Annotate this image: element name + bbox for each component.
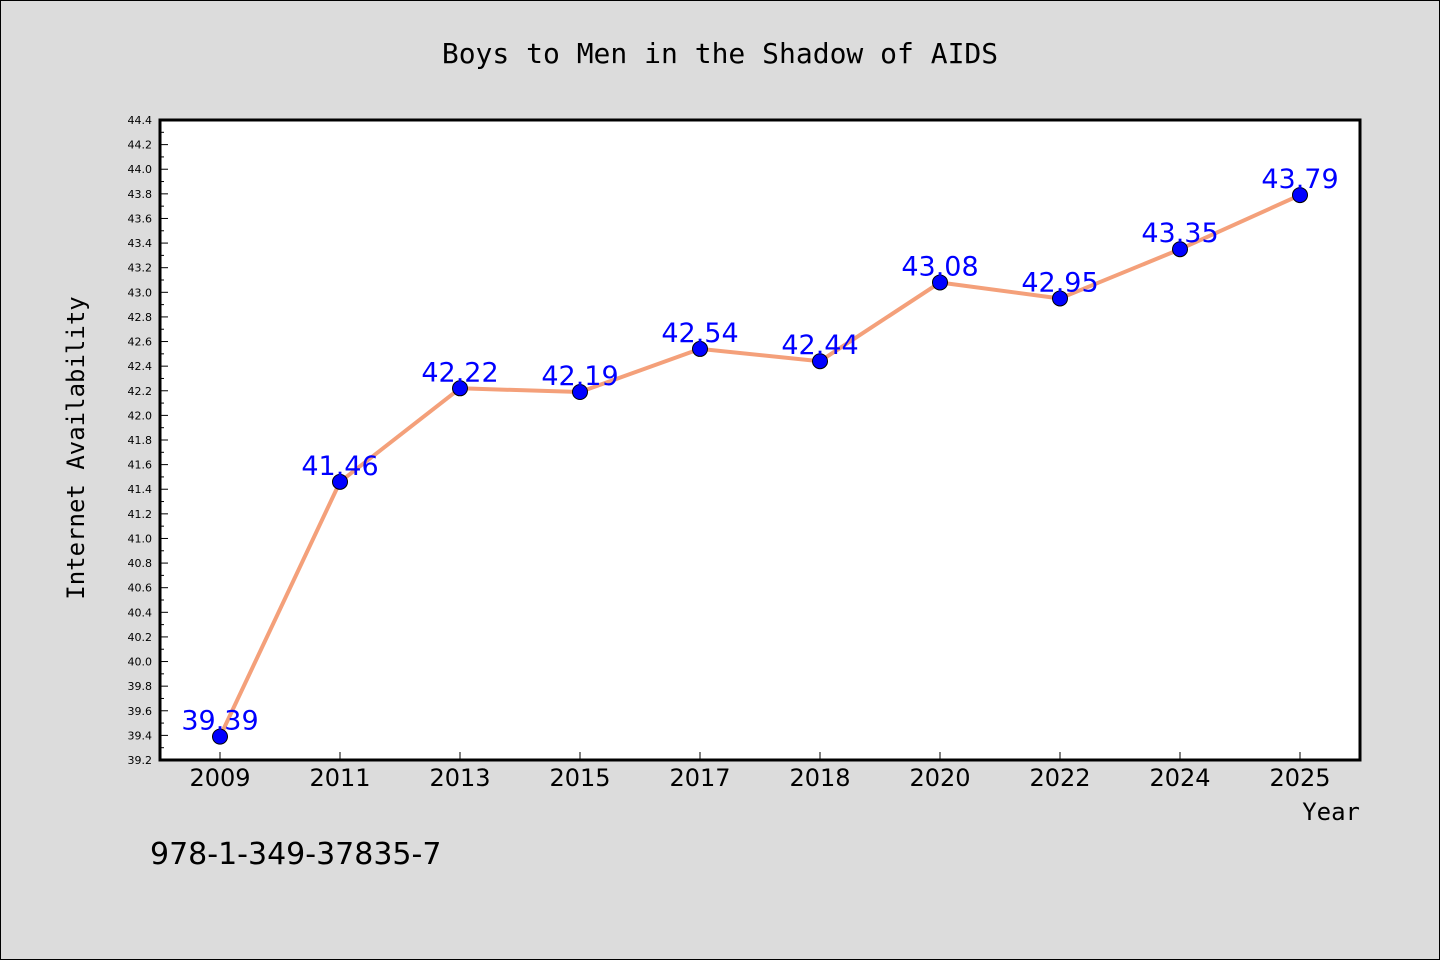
y-tick-label: 44.2: [128, 139, 153, 152]
y-tick-label: 41.8: [128, 434, 153, 447]
data-point: [692, 340, 708, 357]
y-tick-label: 41.0: [128, 532, 153, 545]
data-point: [1052, 290, 1068, 307]
y-tick-label: 41.4: [128, 483, 153, 496]
x-tick-label: 2025: [1269, 764, 1330, 792]
data-point: [1172, 241, 1188, 258]
data-point: [932, 274, 948, 291]
chart-title: Boys to Men in the Shadow of AIDS: [442, 37, 998, 70]
y-tick-label: 44.4: [128, 114, 153, 127]
data-label: 43.79: [1261, 164, 1338, 195]
y-tick-label: 42.4: [128, 360, 153, 373]
x-tick-label: 2017: [669, 764, 730, 792]
data-label: 42.95: [1021, 267, 1098, 298]
y-tick-label: 40.4: [128, 606, 153, 619]
data-point: [1292, 187, 1308, 204]
series-line: [218, 193, 1301, 738]
x-axis: 2009 2011 2013 2015 2017 2018 2020 2022 2024 2025: [189, 752, 1331, 792]
data-label: 42.44: [781, 330, 858, 361]
data-point: [812, 353, 828, 370]
data-label: 41.46: [301, 451, 378, 482]
x-tick-label: 2015: [549, 764, 610, 792]
data-point: [572, 384, 588, 400]
data-point: [212, 728, 228, 745]
y-tick-label: 42.8: [128, 311, 153, 324]
data-label: 39.39: [181, 706, 258, 737]
y-tick-label: 40.2: [128, 631, 153, 644]
y-tick-label: 43.0: [128, 286, 153, 299]
y-tick-label: 39.2: [128, 754, 153, 767]
x-tick-label: 2011: [309, 764, 370, 792]
x-axis-label: Year: [1302, 798, 1360, 826]
x-tick-label: 2020: [909, 764, 970, 792]
y-tick-label: 41.2: [128, 508, 153, 521]
footer-isbn: 978-1-349-37835-7: [150, 837, 441, 872]
y-axis: 39.2 39.4 39.6 39.8 40.0 40.2 40.4 40.6 40.8 41.0…: [128, 114, 168, 767]
data-labels: 39.39 41.46 42.22 42.19 42.54 42.44 43.08 42.95…: [181, 164, 1338, 737]
y-tick-label: 40.6: [128, 582, 153, 595]
data-label: 43.35: [1141, 218, 1218, 249]
data-label: 43.08: [901, 251, 978, 282]
y-tick-label: 42.0: [128, 409, 153, 422]
y-tick-label: 43.8: [128, 188, 153, 201]
y-tick-label: 39.6: [128, 705, 153, 718]
data-label: 42.22: [421, 357, 498, 388]
data-label: 42.54: [661, 318, 738, 349]
y-tick-label: 39.4: [128, 729, 153, 742]
x-tick-label: 2024: [1149, 764, 1210, 792]
y-tick-label: 41.6: [128, 459, 153, 472]
series-markers: [212, 187, 1308, 745]
y-axis-label: Internet Availability: [62, 296, 90, 599]
data-label: 42.19: [541, 361, 618, 392]
x-tick-label: 2009: [189, 764, 250, 792]
y-tick-label: 43.4: [128, 237, 153, 250]
x-tick-label: 2018: [789, 764, 850, 792]
y-tick-label: 44.0: [128, 163, 153, 176]
x-tick-label: 2013: [429, 764, 490, 792]
y-tick-label: 42.6: [128, 336, 153, 349]
y-tick-label: 43.2: [128, 262, 153, 275]
y-tick-label: 42.2: [128, 385, 153, 398]
y-tick-label: 40.0: [128, 656, 153, 669]
data-point: [332, 473, 348, 490]
x-tick-label: 2022: [1029, 764, 1090, 792]
y-tick-label: 40.8: [128, 557, 153, 570]
y-tick-label: 39.8: [128, 680, 153, 693]
plot-area: [158, 118, 1362, 762]
y-tick-label: 43.6: [128, 212, 153, 225]
data-point: [452, 380, 468, 397]
